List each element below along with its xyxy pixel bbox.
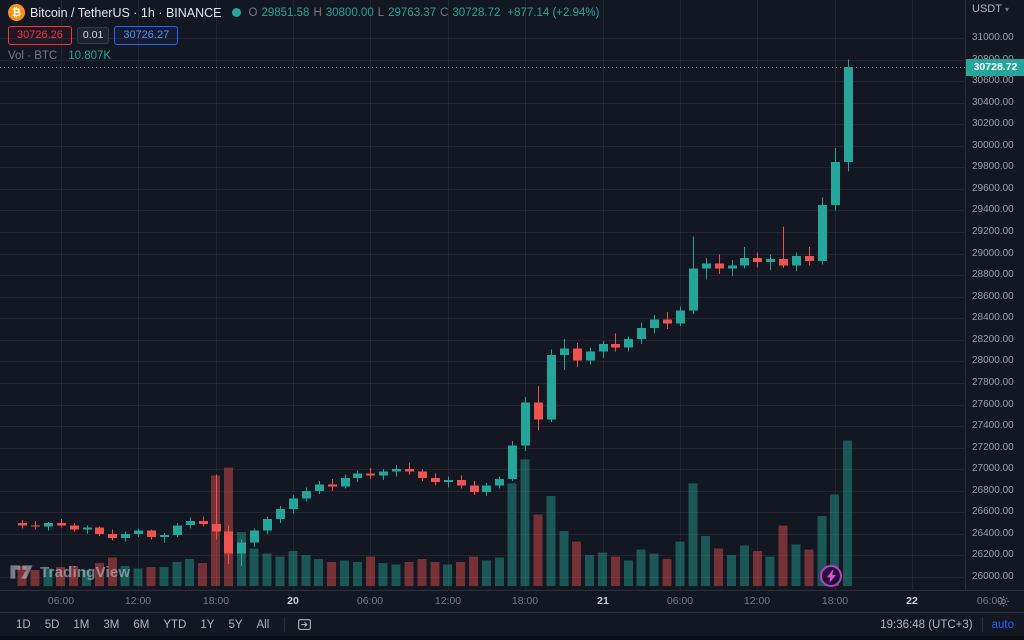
time-tick: 12:00 bbox=[124, 595, 152, 607]
range-button-1m[interactable]: 1M bbox=[67, 617, 95, 633]
price-tick: 27200.00 bbox=[972, 442, 1014, 453]
range-button-3m[interactable]: 3M bbox=[97, 617, 125, 633]
toolbar-right: 19:36:48 (UTC+3) auto bbox=[880, 617, 1014, 632]
ohlc-readout: O 29851.58 H 30800.00 L 29763.37 C 30728… bbox=[249, 7, 600, 19]
chevron-down-icon: ▾ bbox=[1004, 4, 1009, 14]
clock[interactable]: 19:36:48 (UTC+3) bbox=[880, 618, 973, 631]
time-tick: 06:00 bbox=[976, 595, 1004, 607]
time-tick: 06:00 bbox=[666, 595, 694, 607]
time-axis[interactable]: 06:00 12:00 18:00 20 06:00 12:00 18:00 21 06:00 1… bbox=[0, 590, 1024, 612]
volume-readout: Vol · BTC 10.807K bbox=[8, 50, 599, 62]
high-label: H bbox=[313, 6, 322, 19]
price-tick: 26800.00 bbox=[972, 485, 1014, 496]
time-tick: 12:00 bbox=[434, 595, 462, 607]
open-label: O bbox=[248, 6, 258, 19]
gear-icon[interactable] bbox=[997, 595, 1010, 613]
range-button-1y[interactable]: 1Y bbox=[194, 617, 220, 633]
change-value: +877.14 (+2.94%) bbox=[507, 6, 600, 19]
tradingview-logo-icon bbox=[10, 565, 33, 579]
volume-value: 10.807K bbox=[68, 50, 112, 62]
close-label: C bbox=[440, 6, 449, 19]
price-tick: 29400.00 bbox=[972, 204, 1014, 215]
toolbar-divider bbox=[981, 617, 983, 632]
open-value: 29851.58 bbox=[261, 6, 310, 19]
price-tick: 30000.00 bbox=[972, 140, 1014, 151]
price-tick: 28600.00 bbox=[972, 291, 1014, 302]
time-tick: 06:00 bbox=[356, 595, 384, 607]
price-tick: 27800.00 bbox=[972, 377, 1014, 388]
price-tick: 28000.00 bbox=[972, 355, 1014, 366]
price-tick: 29000.00 bbox=[972, 248, 1014, 259]
price-tick: 26400.00 bbox=[972, 528, 1014, 539]
market-status-icon[interactable] bbox=[231, 8, 241, 17]
time-tick: 22 bbox=[906, 595, 918, 607]
bitcoin-glyph: ₿ bbox=[12, 6, 21, 19]
price-tick: 26200.00 bbox=[972, 549, 1014, 560]
price-tick: 27000.00 bbox=[972, 463, 1014, 474]
price-tick: 28800.00 bbox=[972, 269, 1014, 280]
high-value: 30800.00 bbox=[325, 6, 374, 19]
price-tick: 28200.00 bbox=[972, 334, 1014, 345]
go-to-date-button[interactable] bbox=[294, 616, 315, 633]
price-tick: 27400.00 bbox=[972, 420, 1014, 431]
tradingview-watermark: TradingView bbox=[10, 562, 130, 582]
watermark-text: TradingView bbox=[40, 563, 131, 581]
range-button-1d[interactable]: 1D bbox=[10, 617, 37, 633]
range-button-5y[interactable]: 5Y bbox=[222, 617, 248, 633]
price-tick: 28400.00 bbox=[972, 312, 1014, 323]
time-tick: 18:00 bbox=[821, 595, 849, 607]
spark-badge-icon[interactable] bbox=[820, 565, 842, 587]
time-tick: 18:00 bbox=[202, 595, 230, 607]
lightning-bolt-icon bbox=[826, 569, 836, 583]
low-value: 29763.37 bbox=[388, 6, 437, 19]
price-tick: 26600.00 bbox=[972, 506, 1014, 517]
range-buttons: 1D 5D 1M 3M 6M YTD 1Y 5Y All bbox=[10, 617, 275, 633]
sell-button[interactable]: 30726.26 bbox=[8, 26, 72, 45]
time-tick: 20 bbox=[287, 595, 299, 607]
symbol-title[interactable]: Bitcoin / TetherUS · 1h · BINANCE bbox=[30, 5, 222, 20]
range-button-ytd[interactable]: YTD bbox=[157, 617, 192, 633]
time-tick: 21 bbox=[597, 595, 609, 607]
legend-symbol-row: ₿ Bitcoin / TetherUS · 1h · BINANCE O 29… bbox=[8, 4, 599, 21]
price-tick: 30400.00 bbox=[972, 97, 1014, 108]
calendar-arrow-icon bbox=[298, 619, 312, 630]
currency-selector[interactable]: USDT ▾ bbox=[972, 3, 1009, 15]
time-tick: 12:00 bbox=[743, 595, 771, 607]
range-button-5d[interactable]: 5D bbox=[39, 617, 66, 633]
low-label: L bbox=[377, 6, 385, 19]
close-value: 30728.72 bbox=[452, 6, 501, 19]
bottom-toolbar: 1D 5D 1M 3M 6M YTD 1Y 5Y All 19:36:48 (UTC+3) au… bbox=[0, 612, 1024, 636]
price-tick: 29600.00 bbox=[972, 183, 1014, 194]
candlestick-chart[interactable] bbox=[0, 0, 965, 590]
auto-scale-button[interactable]: auto bbox=[991, 618, 1014, 631]
price-tick: 29800.00 bbox=[972, 161, 1014, 172]
toolbar-divider bbox=[284, 617, 286, 632]
price-tick: 30600.00 bbox=[972, 75, 1014, 86]
price-tick: 29200.00 bbox=[972, 226, 1014, 237]
price-tick: 30200.00 bbox=[972, 118, 1014, 129]
volume-label: Vol · BTC bbox=[8, 50, 58, 62]
price-tick: 27600.00 bbox=[972, 399, 1014, 410]
trade-buttons-row: 30726.26 0.01 30726.27 bbox=[8, 26, 599, 45]
range-button-all[interactable]: All bbox=[251, 617, 276, 633]
chart-legend: ₿ Bitcoin / TetherUS · 1h · BINANCE O 29… bbox=[8, 4, 599, 62]
bitcoin-logo-icon: ₿ bbox=[8, 4, 25, 21]
buy-button[interactable]: 30726.27 bbox=[114, 26, 179, 45]
currency-label: USDT bbox=[972, 3, 1002, 15]
time-tick: 18:00 bbox=[511, 595, 539, 607]
last-price-tag: 30728.72 bbox=[966, 59, 1024, 76]
time-tick: 06:00 bbox=[47, 595, 75, 607]
window-edge-strip bbox=[0, 636, 1024, 640]
range-selector: 1D 5D 1M 3M 6M YTD 1Y 5Y All bbox=[10, 616, 315, 633]
spread-value: 0.01 bbox=[76, 27, 110, 44]
chart-pane: ₿ Bitcoin / TetherUS · 1h · BINANCE O 29… bbox=[0, 0, 1024, 590]
range-button-6m[interactable]: 6M bbox=[127, 617, 155, 633]
price-tick: 31000.00 bbox=[972, 32, 1014, 43]
price-tick: 26000.00 bbox=[972, 571, 1014, 582]
price-axis[interactable]: USDT ▾ 26000.00 26200.00 26400.00 26600.00 2… bbox=[965, 0, 1024, 590]
